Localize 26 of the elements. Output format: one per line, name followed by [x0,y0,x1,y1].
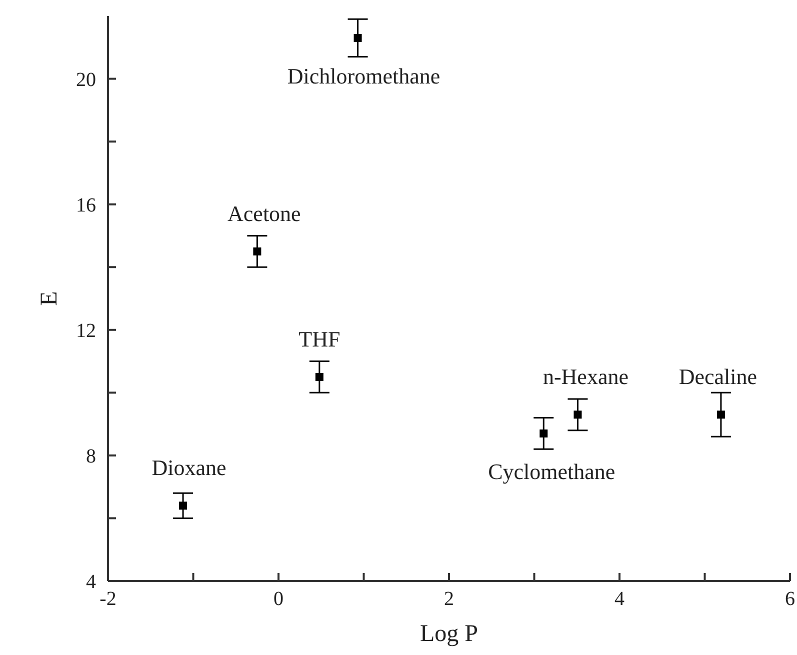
annotation: THF [298,326,340,352]
y-axis-title: E [36,291,63,306]
point [354,34,362,42]
x-axis-title: Log P [420,621,478,647]
annotation: Dioxane [152,455,226,480]
annotation: n-Hexane [542,364,628,390]
point [315,372,324,381]
point [716,410,725,419]
annotation: Decaline [678,364,758,390]
annotation: Dichloromethane [287,63,440,88]
x-tick-label: 0 [274,588,284,610]
x-tick-label: 6 [785,588,795,610]
y-tick-label: 16 [76,194,96,216]
annotation: Acetone [228,200,301,226]
x-tick-label: 2 [444,588,454,610]
annotation: Cyclomethane [488,458,616,484]
x-tick-label: 4 [614,588,624,610]
y-tick-label: 20 [76,68,96,91]
y-tick-label: 8 [86,446,96,468]
y-tick-label: 12 [76,320,96,342]
point [574,410,582,419]
x-tick-label: -2 [100,588,116,610]
point [179,502,188,510]
point [540,429,548,438]
y-tick-label: 4 [86,571,96,594]
point [253,247,262,256]
